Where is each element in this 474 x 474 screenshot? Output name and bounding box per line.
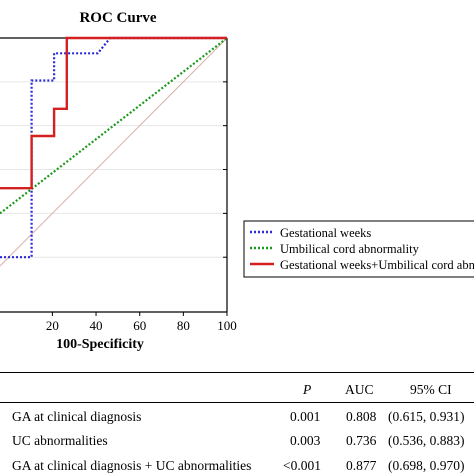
table-top-rule [0,372,474,373]
x-tick-label: 40 [90,318,103,333]
header-auc: AUC [345,382,374,397]
x-tick-label: 20 [46,318,59,333]
reference-diagonal-line [0,37,228,267]
row-p: 0.003 [290,433,321,448]
x-tick-label: 80 [177,318,190,333]
row-label: GA at clinical diagnosis + UC abnormalit… [12,458,252,473]
row-ci: (0.615, 0.931) [388,409,465,424]
table-header-rule [0,402,474,403]
chart-title: ROC Curve [79,10,156,26]
header-ci: 95% CI [410,382,452,397]
roc-chart: ROC Curve 100-Specificity 20 40 60 80 100 Ge… [0,10,474,352]
legend-label: Gestational weeks+Umbilical cord abnorma… [280,258,474,272]
row-p: 0.001 [290,409,321,424]
legend-box [243,220,474,278]
x-axis-label: 100-Specificity [56,337,144,352]
x-tick-label: 60 [133,318,146,333]
row-label: GA at clinical diagnosis [12,409,142,424]
series-line [0,36,227,259]
x-tick-label: 100 [217,318,237,333]
row-p: <0.001 [283,458,321,473]
axes [0,37,228,316]
row-label: UC abnormalities [12,433,108,448]
row-auc: 0.877 [346,458,377,473]
legend-label: Gestational weeks [280,226,371,240]
legend-label: Umbilical cord abnormality [280,242,420,256]
row-auc: 0.736 [346,433,377,448]
row-ci: (0.698, 0.970) [388,458,465,473]
series-line [0,36,227,190]
row-auc: 0.808 [346,409,377,424]
grid-lines [0,81,227,258]
header-p: P [303,382,312,397]
row-ci: (0.536, 0.883) [388,433,465,448]
legend: Gestational weeks Umbilical cord abnormal… [243,220,474,278]
series-lines [0,36,228,267]
x-tick-labels: 20 40 60 80 100 [46,318,237,333]
